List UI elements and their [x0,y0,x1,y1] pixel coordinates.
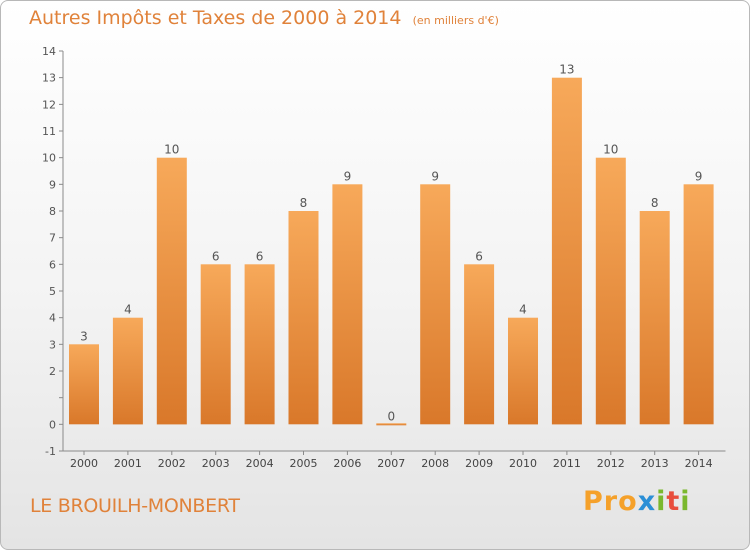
proxiti-logo: Proxiti [583,486,691,517]
data-label-2011: 13 [559,63,574,77]
logo-letter: i [680,486,691,517]
data-label-2012: 10 [603,143,618,157]
data-label-2006: 9 [344,169,352,183]
logo-letter: P [583,486,604,517]
y-tick-label: 14 [42,45,56,58]
data-label-2001: 4 [124,303,132,317]
bar-2002 [156,157,187,425]
x-tick-label-2001: 2001 [114,457,142,470]
x-tick-label-2012: 2012 [597,457,625,470]
y-tick-label: 11 [42,125,56,138]
y-tick-label: 10 [42,152,56,165]
bar-2014 [683,184,714,425]
data-label-2010: 4 [519,303,527,317]
data-label-2014: 9 [695,169,703,183]
bar-2000 [69,344,99,425]
logo-letter: x [637,486,657,517]
place-name: LE BROUILH-MONBERT [30,495,240,517]
bar-2004 [244,264,275,425]
data-label-2004: 6 [256,249,264,263]
chart-subtitle: (en milliers d'€) [412,14,499,27]
x-tick-label-2010: 2010 [509,457,537,470]
y-tick-label: 9 [49,178,56,191]
y-tick-label: 7 [49,232,56,245]
logo-letter: t [666,486,681,517]
y-tick-label: -1 [45,445,56,458]
x-tick-label-2005: 2005 [290,457,318,470]
data-label-2005: 8 [300,196,308,210]
bar-2007 [376,423,407,426]
data-label-2003: 6 [212,249,220,263]
bar-2003 [200,264,231,425]
logo-letter: o [618,486,638,517]
x-tick-label-2000: 2000 [70,457,98,470]
data-label-2007: 0 [387,409,395,423]
x-tick-label-2008: 2008 [421,457,449,470]
x-tick-label-2004: 2004 [246,457,274,470]
x-tick-label-2014: 2014 [685,457,713,470]
y-tick-label: 3 [49,338,56,351]
y-tick-label: 5 [49,285,56,298]
bar-2011 [551,77,582,425]
y-tick-label: 2 [49,365,56,378]
x-tick-label-2011: 2011 [553,457,581,470]
data-label-2000: 3 [80,329,88,343]
logo-letter: r [603,486,619,517]
chart-title-group: Autres Impôts et Taxes de 2000 à 2014 (e… [29,7,499,29]
y-tick-label: 12 [42,98,56,111]
data-label-2009: 6 [475,249,483,263]
chart-title: Autres Impôts et Taxes de 2000 à 2014 [29,7,402,29]
logo-letter: i [656,486,667,517]
x-tick-label-2006: 2006 [333,457,361,470]
data-label-2002: 10 [164,143,179,157]
data-label-2008: 9 [431,169,439,183]
x-tick-label-2013: 2013 [641,457,669,470]
bar-2009 [464,264,495,425]
bar-2013 [639,211,670,425]
y-tick-label: 13 [42,72,56,85]
bar-2006 [332,184,363,425]
bar-2012 [595,157,626,425]
x-tick-label-2009: 2009 [465,457,493,470]
bar-2005 [288,211,319,425]
x-tick-label-2007: 2007 [377,457,405,470]
bar-2010 [508,317,538,425]
x-tick-label-2002: 2002 [158,457,186,470]
data-label-2013: 8 [651,196,659,210]
x-tick-label-2003: 2003 [202,457,230,470]
y-tick-label: 4 [49,312,56,325]
bar-2008 [420,184,451,425]
y-tick-label: 0 [49,418,56,431]
y-tick-label: 6 [49,258,56,271]
bar-2001 [112,317,143,425]
y-tick-label: 8 [49,205,56,218]
